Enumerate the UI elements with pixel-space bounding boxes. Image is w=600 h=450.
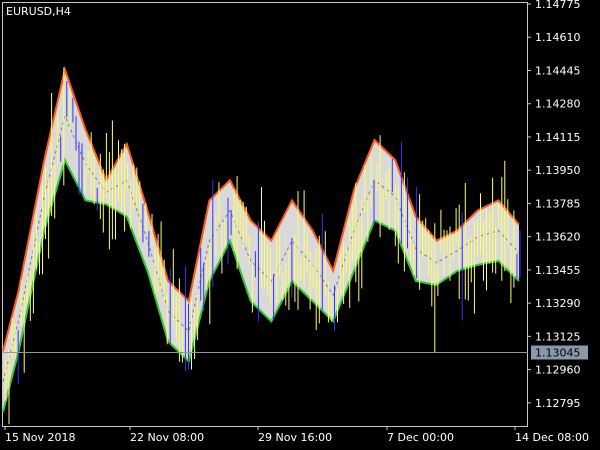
current-price-label: 1.13045 xyxy=(535,346,581,359)
price-tick-label: 1.14280 xyxy=(535,98,581,111)
price-tick-label: 1.12960 xyxy=(535,364,581,377)
price-tick-label: 1.13455 xyxy=(535,264,581,277)
price-tick-label: 1.14115 xyxy=(535,131,581,144)
time-axis[interactable]: 15 Nov 2018 22 Nov 08:00 29 Nov 16:00 7 Dec… xyxy=(4,426,589,444)
chart-frame xyxy=(2,2,528,427)
price-tick-label: 1.13950 xyxy=(535,164,581,177)
channel-lower-line xyxy=(2,157,520,413)
price-tick-label: 1.14445 xyxy=(535,64,581,77)
current-price-tag: 1.13045 xyxy=(531,345,588,360)
time-tick-label: 15 Nov 2018 xyxy=(5,431,75,444)
symbol-timeframe-label: EURUSD,H4 xyxy=(6,5,71,18)
price-tick-label: 1.14775 xyxy=(535,0,581,11)
time-tick-label: 29 Nov 16:00 xyxy=(258,431,332,444)
time-tick-label: 14 Dec 08:00 xyxy=(515,431,589,444)
price-tick-label: 1.14610 xyxy=(535,31,581,44)
price-tick-label: 1.13620 xyxy=(535,231,581,244)
price-tick-label: 1.13290 xyxy=(535,297,581,310)
price-tick-label: 1.13125 xyxy=(535,330,581,343)
time-tick-label: 22 Nov 08:00 xyxy=(130,431,204,444)
channel-midline xyxy=(2,114,520,382)
bars-layer xyxy=(5,67,521,425)
price-tick-label: 1.12795 xyxy=(535,397,581,410)
time-tick-label: 7 Dec 00:00 xyxy=(387,431,454,444)
price-axis[interactable]: 1.14775 1.14610 1.14445 1.14280 1.14115 1.139… xyxy=(527,0,581,410)
price-tick-label: 1.13785 xyxy=(535,197,581,210)
